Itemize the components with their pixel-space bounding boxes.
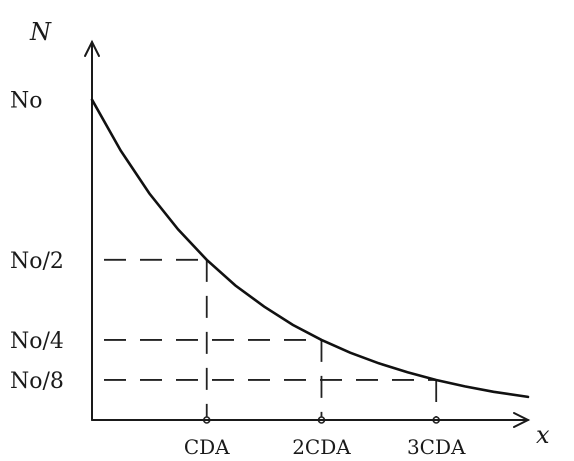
- y-axis-arrow: [84, 39, 100, 57]
- x-tick-label: 2CDA: [292, 435, 351, 459]
- x-axis-label: x: [536, 421, 550, 449]
- y-tick-label: No: [10, 89, 43, 114]
- y-tick-label: No/4: [10, 329, 64, 354]
- decay-curve: [90, 98, 530, 399]
- y-tick-label: No/2: [10, 249, 64, 274]
- y-axis-label: N: [29, 18, 52, 46]
- guide-lines: [104, 258, 441, 424]
- x-tick-label: 3CDA: [407, 435, 466, 459]
- y-tick-label: No/8: [10, 369, 64, 394]
- x-tick-labels: CDA 2CDA 3CDA: [184, 435, 466, 459]
- axes: [84, 39, 531, 428]
- x-axis-arrow: [513, 412, 531, 428]
- x-tick-label: CDA: [184, 435, 230, 459]
- y-tick-labels: No No/2 No/4 No/8: [10, 89, 64, 394]
